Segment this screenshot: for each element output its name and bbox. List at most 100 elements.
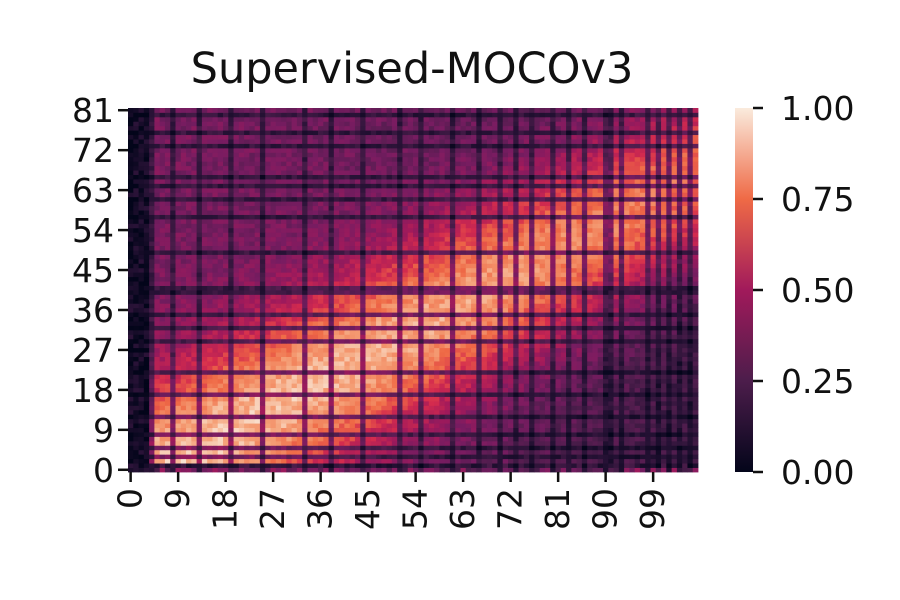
heatmap-cell <box>444 294 451 300</box>
heatmap-cell <box>597 409 604 415</box>
heatmap-cell <box>397 454 403 460</box>
heatmap-cell <box>318 396 324 402</box>
heatmap-cell <box>587 352 593 357</box>
heatmap-cell <box>692 409 699 415</box>
heatmap-cell <box>291 298 298 304</box>
heatmap-cell <box>291 467 298 473</box>
heatmap-cell <box>223 352 229 357</box>
heatmap-cell <box>655 356 662 362</box>
heatmap-cell <box>296 281 303 286</box>
heatmap-cell <box>534 267 541 273</box>
heatmap-cell <box>333 396 340 402</box>
heatmap-cell <box>143 392 150 397</box>
heatmap-cell <box>676 329 683 335</box>
heatmap-cell <box>428 378 435 384</box>
heatmap-cell <box>170 392 176 397</box>
heatmap-cell <box>624 369 630 375</box>
heatmap-cell <box>275 312 282 318</box>
heatmap-cell <box>576 281 583 286</box>
heatmap-cell <box>244 298 250 304</box>
heatmap-cell <box>180 436 187 442</box>
heatmap-cell <box>360 303 366 309</box>
heatmap-cell <box>381 267 388 273</box>
heatmap-cell <box>365 396 372 402</box>
heatmap-cell <box>323 352 329 357</box>
heatmap-cell <box>281 281 287 286</box>
heatmap-cell <box>407 329 414 335</box>
heatmap-cell <box>238 423 245 429</box>
heatmap-cell <box>581 290 588 295</box>
heatmap-cell <box>555 361 562 366</box>
heatmap-cell <box>613 378 620 384</box>
heatmap-cell <box>676 290 683 295</box>
heatmap-cell <box>508 316 514 322</box>
heatmap-cell <box>439 396 446 402</box>
heatmap-cell <box>597 378 604 384</box>
heatmap-cell <box>597 267 604 273</box>
heatmap-cell <box>138 409 145 415</box>
heatmap-cell <box>265 418 271 424</box>
heatmap-cell <box>566 272 572 278</box>
heatmap-cell <box>529 334 535 340</box>
heatmap-cell <box>676 436 683 442</box>
heatmap-cell <box>671 267 678 273</box>
heatmap-cell <box>439 343 446 349</box>
heatmap-cell <box>460 436 467 442</box>
heatmap-cell <box>650 383 657 389</box>
heatmap-cell <box>455 334 461 340</box>
heatmap-cell <box>244 338 250 344</box>
heatmap-cell <box>143 365 150 371</box>
heatmap-cell <box>513 454 519 460</box>
heatmap-cell <box>180 458 187 464</box>
heatmap-cell <box>634 445 641 451</box>
heatmap-cell <box>164 329 171 335</box>
heatmap-cell <box>381 418 388 424</box>
heatmap-cell <box>180 356 187 362</box>
heatmap-cell <box>550 281 556 286</box>
heatmap-cell <box>560 303 567 309</box>
heatmap-cell <box>566 352 572 357</box>
heatmap-cell <box>465 365 472 371</box>
heatmap-cell <box>692 369 699 375</box>
heatmap-cell <box>518 356 525 362</box>
heatmap-cell <box>349 418 356 424</box>
heatmap-cell <box>465 361 472 366</box>
heatmap-cell <box>687 356 694 362</box>
heatmap-cell <box>180 298 187 304</box>
heatmap-cell <box>529 267 535 273</box>
heatmap-cell <box>154 400 161 406</box>
heatmap-cell <box>592 369 599 375</box>
heatmap-cell <box>164 423 171 429</box>
heatmap-cell <box>692 454 699 460</box>
heatmap-cell <box>175 440 182 446</box>
heatmap-cell <box>534 374 541 380</box>
heatmap-cell <box>133 423 139 429</box>
heatmap-cell <box>655 383 662 389</box>
heatmap-cell <box>508 321 514 326</box>
heatmap-cell <box>634 276 641 282</box>
heatmap-cell <box>312 387 319 393</box>
heatmap-cell <box>566 365 572 371</box>
heatmap-cell <box>344 378 351 384</box>
heatmap-cell <box>333 392 340 397</box>
heatmap-cell <box>360 312 366 318</box>
heatmap-cell <box>624 338 630 344</box>
heatmap-cell <box>692 347 699 353</box>
heatmap-cell <box>333 445 340 451</box>
heatmap-cell <box>354 290 361 295</box>
heatmap-cell <box>439 400 446 406</box>
heatmap-cell <box>270 463 277 468</box>
heatmap-cell <box>312 356 319 362</box>
heatmap-cell <box>312 378 319 384</box>
heatmap-cell <box>513 392 519 397</box>
heatmap-cell <box>671 418 678 424</box>
heatmap-cell <box>149 374 155 380</box>
heatmap-cell <box>502 374 509 380</box>
heatmap-cell <box>402 463 409 468</box>
heatmap-cell <box>159 285 166 291</box>
heatmap-cell <box>439 463 446 468</box>
heatmap-cell <box>560 347 567 353</box>
heatmap-cell <box>613 294 620 300</box>
heatmap-cell <box>608 347 614 353</box>
heatmap-cell <box>354 392 361 397</box>
